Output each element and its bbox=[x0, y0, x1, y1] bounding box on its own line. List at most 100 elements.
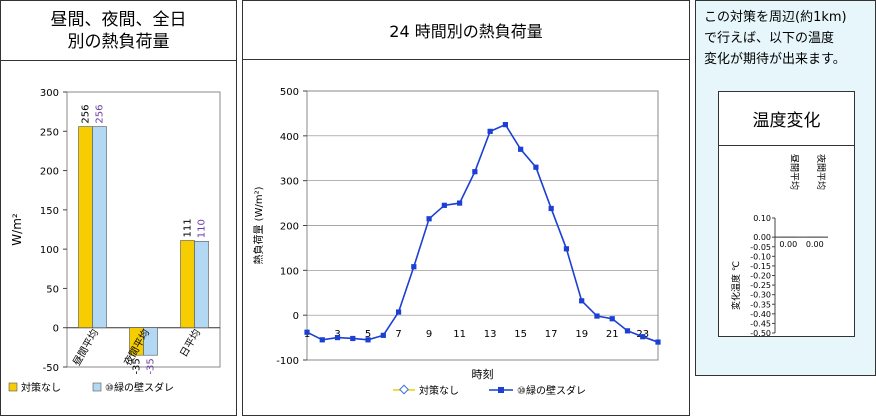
line-point bbox=[441, 202, 447, 208]
legend-marker-no-measure bbox=[399, 384, 409, 395]
temperature-change-box: 温度変化 0.10 0.00 -0.05 -0.10 -0.15 -0.20 -0.25 -0… bbox=[718, 91, 855, 337]
temp-y-tick-label: -0.15 bbox=[750, 262, 771, 271]
legend-marker-green-wall bbox=[498, 387, 504, 393]
line-y-tick-label: 400 bbox=[280, 132, 299, 143]
line-point bbox=[395, 309, 402, 315]
line-point bbox=[304, 329, 310, 335]
middle-panel-title: 24 時間別の熱負荷量 bbox=[389, 22, 543, 41]
temp-y-tick-label: -0.35 bbox=[750, 300, 771, 309]
line-point bbox=[334, 334, 341, 341]
bar-y-tick-label: 0 bbox=[53, 324, 59, 335]
bar-y-tick-label: 100 bbox=[40, 245, 59, 256]
temperature-change-title: 温度変化 bbox=[752, 111, 821, 131]
bar bbox=[78, 126, 93, 329]
line-point bbox=[579, 298, 585, 304]
hourly-line-chart: -10001002003004005001357911131517192123熱… bbox=[252, 87, 661, 397]
line-point bbox=[350, 335, 356, 342]
line-x-tick-label: 3 bbox=[334, 329, 340, 340]
line-point bbox=[319, 337, 325, 343]
temp-y-tick-label: -0.05 bbox=[750, 243, 771, 252]
line-point bbox=[487, 128, 493, 134]
left-title-divider bbox=[1, 60, 236, 61]
left-panel-title: 昼間、夜間、全日 別の熱負荷量 bbox=[1, 9, 236, 53]
bar bbox=[143, 327, 158, 356]
legend-swatch-green-wall bbox=[92, 382, 102, 392]
temp-data-label: 0.00 bbox=[779, 240, 797, 249]
temp-y-tick-label: -0.10 bbox=[750, 252, 771, 261]
effect-note: この対策を周辺(約1km) で行えば、以下の温度 変化が期待が出来ます。 bbox=[704, 7, 872, 70]
temp-bar bbox=[806, 236, 823, 238]
bar-data-label: 111 bbox=[183, 218, 194, 237]
bar-data-label: 256 bbox=[81, 104, 92, 123]
line-point bbox=[609, 316, 615, 322]
temp-y-tick-label: -0.20 bbox=[750, 272, 771, 281]
line-x-tick-label: 17 bbox=[545, 329, 558, 340]
temp-y-tick-label: 0.00 bbox=[753, 233, 771, 242]
legend-label-no-measure: 対策なし bbox=[419, 384, 459, 397]
temp-data-label: 0.00 bbox=[806, 240, 824, 249]
line-x-tick-label: 9 bbox=[426, 329, 432, 340]
legend-label-green-wall: ⑩緑の壁スダレ bbox=[517, 384, 586, 397]
left-panel: 昼間、夜間、全日 別の熱負荷量 -50 0 50 100 150 200 250 300 W/m… bbox=[0, 0, 237, 416]
note-line2: で行えば、以下の温度 bbox=[704, 31, 835, 46]
line-point bbox=[640, 334, 646, 340]
temp-y-tick-label: -0.45 bbox=[750, 319, 771, 328]
line-y-tick-label: 100 bbox=[280, 266, 299, 277]
bar-data-label: -35 bbox=[146, 358, 157, 374]
line-y-tick-label: 200 bbox=[280, 222, 299, 233]
temp-y-tick-label: -0.25 bbox=[750, 281, 771, 290]
line-point bbox=[548, 205, 554, 212]
line-x-tick-label: 21 bbox=[606, 329, 619, 340]
legend-label-green-wall: ⑩緑の壁スダレ bbox=[105, 381, 174, 394]
line-x-tick-label: 19 bbox=[575, 329, 588, 340]
temperature-change-chart: 0.100.00-0.05-0.10-0.15-0.20-0.25-0.30-0… bbox=[730, 154, 828, 336]
bar-y-tick-label: -50 bbox=[43, 363, 59, 374]
left-title-line1: 昼間、夜間、全日 bbox=[50, 10, 187, 30]
temp-y-tick-label: 0.10 bbox=[753, 214, 771, 223]
line-x-tick-label: 7 bbox=[395, 329, 401, 340]
temp-y-tick-label: -0.30 bbox=[750, 291, 771, 300]
temp-y-axis-label: 変化温度 ℃ bbox=[730, 261, 742, 310]
line-x-tick-label: 5 bbox=[365, 329, 371, 340]
note-line3: 変化が期待が出来ます。 bbox=[704, 52, 846, 67]
temp-category-label: 夜間平均 bbox=[815, 154, 827, 190]
line-x-tick-label: 15 bbox=[514, 329, 527, 340]
line-y-tick-label: 0 bbox=[293, 311, 299, 322]
bar-data-label: -35 bbox=[132, 358, 143, 374]
line-point bbox=[472, 169, 478, 175]
bar-data-label: 256 bbox=[95, 104, 106, 123]
bar bbox=[180, 240, 195, 329]
bar-y-tick-label: 150 bbox=[40, 206, 59, 217]
line-y-tick-label: 300 bbox=[280, 177, 299, 188]
line-point bbox=[594, 313, 600, 319]
line-x-tick-label: 11 bbox=[453, 329, 466, 340]
temp-y-tick-label: -0.50 bbox=[750, 329, 771, 336]
bar bbox=[194, 240, 209, 329]
line-point bbox=[426, 216, 432, 222]
line-point bbox=[518, 146, 524, 152]
middle-title-divider bbox=[243, 59, 689, 60]
line-y-axis-label: 熱負荷量 (W/m²) bbox=[252, 186, 265, 264]
line-point bbox=[563, 246, 570, 252]
line-point bbox=[380, 332, 386, 338]
line-point bbox=[502, 122, 508, 128]
bar-y-tick-label: 50 bbox=[46, 284, 59, 295]
bar-y-tick-label: 300 bbox=[40, 88, 59, 99]
bar-y-axis-label: W/m² bbox=[10, 213, 24, 246]
right-panel: この対策を周辺(約1km) で行えば、以下の温度 変化が期待が出来ます。 温度変… bbox=[695, 0, 876, 376]
middle-panel: 24 時間別の熱負荷量 -100 0 100 200 300 400 500 13 5 7 9 11 1… bbox=[242, 0, 690, 416]
legend-label-no-measure: 対策なし bbox=[21, 381, 61, 394]
line-point bbox=[533, 164, 539, 170]
note-line1: この対策を周辺(約1km) bbox=[704, 10, 847, 25]
legend-swatch-no-measure bbox=[8, 382, 18, 392]
temperature-title-divider bbox=[719, 145, 854, 146]
line-y-tick-label: -100 bbox=[276, 356, 299, 367]
line-point bbox=[655, 339, 661, 345]
bar-data-label: 110 bbox=[197, 219, 208, 238]
line-x-tick-label: 13 bbox=[484, 329, 497, 340]
bar-y-tick-label: 200 bbox=[40, 167, 59, 178]
temp-category-label: 昼間平均 bbox=[788, 154, 800, 190]
line-point bbox=[457, 200, 463, 206]
bar-y-tick-label: 250 bbox=[40, 127, 59, 138]
